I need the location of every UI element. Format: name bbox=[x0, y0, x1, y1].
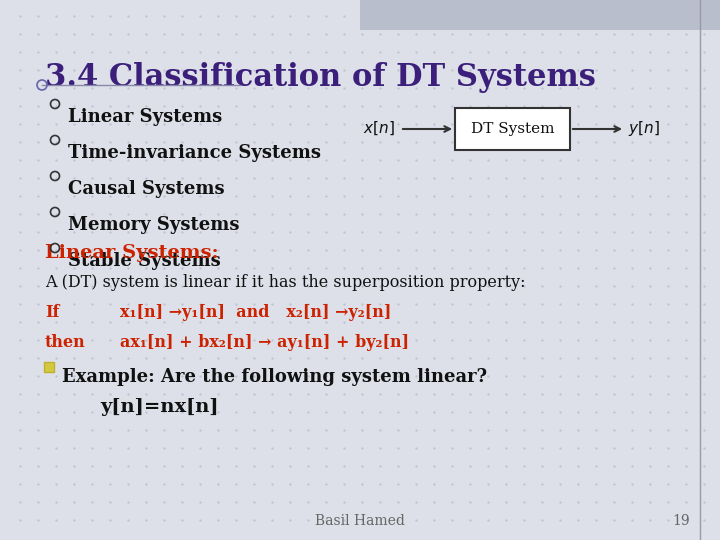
Text: If: If bbox=[45, 304, 59, 321]
Text: Causal Systems: Causal Systems bbox=[68, 180, 225, 198]
Text: DT System: DT System bbox=[471, 122, 554, 136]
Text: x₁[n] →y₁[n]  and   x₂[n] →y₂[n]: x₁[n] →y₁[n] and x₂[n] →y₂[n] bbox=[120, 304, 392, 321]
Text: y[n]=nx[n]: y[n]=nx[n] bbox=[100, 398, 219, 416]
Text: $y[n]$: $y[n]$ bbox=[628, 118, 660, 138]
Text: A (DT) system is linear if it has the superposition property:: A (DT) system is linear if it has the su… bbox=[45, 274, 526, 291]
Text: Memory Systems: Memory Systems bbox=[68, 216, 240, 234]
Text: 3.4 Classification of DT Systems: 3.4 Classification of DT Systems bbox=[45, 62, 596, 93]
Text: ax₁[n] + bx₂[n] → ay₁[n] + by₂[n]: ax₁[n] + bx₂[n] → ay₁[n] + by₂[n] bbox=[120, 334, 409, 351]
Text: 19: 19 bbox=[672, 514, 690, 528]
FancyBboxPatch shape bbox=[44, 362, 54, 372]
Text: Time-invariance Systems: Time-invariance Systems bbox=[68, 144, 321, 162]
FancyBboxPatch shape bbox=[455, 108, 570, 150]
FancyBboxPatch shape bbox=[360, 0, 720, 30]
Text: Stable Systems: Stable Systems bbox=[68, 252, 221, 270]
Text: Example: Are the following system linear?: Example: Are the following system linear… bbox=[62, 368, 487, 386]
Text: Basil Hamed: Basil Hamed bbox=[315, 514, 405, 528]
Text: then: then bbox=[45, 334, 86, 351]
Text: $x[n]$: $x[n]$ bbox=[364, 119, 395, 137]
Text: Linear Systems:: Linear Systems: bbox=[45, 244, 219, 262]
Text: Linear Systems: Linear Systems bbox=[68, 108, 222, 126]
